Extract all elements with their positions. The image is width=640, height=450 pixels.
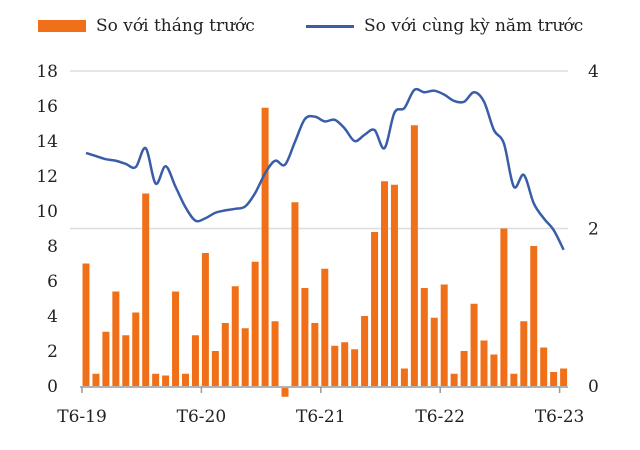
x-tick-label: T6-23 (535, 407, 585, 427)
bar (381, 181, 388, 386)
bar (82, 263, 90, 386)
bar (162, 375, 170, 386)
bar (201, 253, 209, 386)
bar (172, 291, 180, 386)
right-tick-label: 0 (588, 377, 599, 397)
bar (540, 347, 548, 386)
bar (390, 184, 398, 386)
bar (152, 373, 160, 386)
left-tick-label: 0 (47, 377, 58, 397)
bar (371, 232, 379, 386)
bar (301, 288, 309, 386)
bar (400, 368, 408, 386)
bar (321, 268, 329, 386)
bar (560, 368, 568, 386)
right-tick-label: 4 (588, 62, 599, 82)
bar (291, 202, 299, 386)
bar (550, 372, 558, 386)
left-tick-label: 14 (36, 132, 58, 152)
bar (221, 323, 229, 386)
bar (500, 228, 508, 386)
bar (510, 373, 518, 386)
bar (420, 288, 428, 386)
x-tick-label: T6-19 (57, 407, 107, 427)
bar (530, 246, 538, 386)
left-tick-label: 2 (47, 342, 58, 362)
bar (460, 351, 468, 386)
bar (410, 125, 418, 386)
left-tick-label: 10 (36, 202, 58, 222)
bar (211, 351, 219, 386)
bar (241, 328, 249, 386)
x-tick-label: T6-21 (296, 407, 346, 427)
bar (122, 335, 130, 386)
x-tick-label: T6-22 (415, 407, 465, 427)
bar (351, 349, 359, 386)
yoy-line (85, 87, 565, 251)
left-tick-label: 4 (47, 307, 58, 327)
legend-item-yoy: So với cùng kỳ năm trước (306, 16, 583, 36)
legend-swatch-line (306, 24, 354, 28)
bar (92, 373, 100, 386)
bar (231, 286, 239, 386)
bar (112, 291, 120, 386)
left-tick-label: 8 (47, 237, 58, 257)
left-tick-label: 12 (36, 167, 58, 187)
bar (440, 284, 448, 386)
bar (311, 323, 319, 386)
legend-swatch-bar (38, 20, 86, 32)
bar (271, 321, 279, 386)
bar (341, 342, 349, 386)
bar (251, 261, 259, 386)
legend: So với tháng trước So với cùng kỳ năm tr… (0, 12, 640, 42)
bar (281, 388, 289, 397)
bar (361, 316, 369, 386)
left-tick-label: 6 (47, 272, 58, 292)
bar (261, 107, 269, 386)
left-tick-label: 18 (36, 62, 58, 82)
legend-label-monthly: So với tháng trước (96, 16, 255, 36)
bar (132, 312, 140, 386)
bar (450, 373, 458, 386)
bar (182, 373, 189, 386)
left-tick-label: 16 (36, 97, 58, 117)
legend-label-yoy: So với cùng kỳ năm trước (364, 16, 584, 36)
bar (470, 303, 478, 386)
bar (480, 340, 488, 386)
bar (102, 331, 110, 386)
bar (430, 317, 438, 386)
bar (520, 321, 528, 386)
legend-item-monthly: So với tháng trước (38, 16, 255, 36)
bar (191, 335, 199, 386)
bar (142, 193, 150, 386)
bar (331, 345, 339, 386)
bar (490, 354, 498, 386)
x-tick-label: T6-20 (177, 407, 227, 427)
right-tick-label: 2 (588, 220, 599, 240)
